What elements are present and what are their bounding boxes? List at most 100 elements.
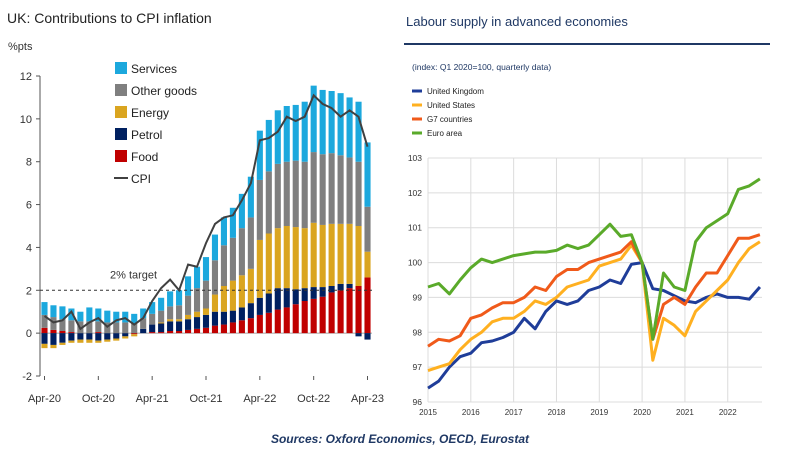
bar-energy	[77, 339, 84, 343]
bar-other-goods	[149, 313, 156, 325]
bar-services	[355, 101, 362, 162]
bar-other-goods	[274, 163, 281, 229]
cpi-contributions-chart: UK: Contributions to CPI inflation %pts …	[7, 10, 384, 405]
bar-food	[265, 312, 272, 334]
bar-services	[185, 276, 192, 296]
bar-petrol	[364, 333, 371, 340]
bar-petrol	[193, 317, 201, 329]
bar-services	[337, 93, 344, 156]
chart1-legend: Services Other goods Energy Petrol Food CPI	[114, 62, 197, 186]
bar-petrol	[59, 333, 66, 343]
bar-other-goods	[319, 154, 326, 225]
bar-energy	[50, 344, 57, 349]
bar-services	[364, 142, 371, 207]
bar-energy	[364, 251, 371, 278]
bar-food	[193, 328, 201, 334]
bar-petrol	[149, 324, 156, 333]
chart1-axes: -2 0 2 4 6 8 10 12 Apr-20 Oct-20 Apr-21 Oct-21 Apr-2…	[20, 71, 384, 405]
bar-petrol	[211, 311, 219, 326]
legend-swatch	[115, 150, 127, 162]
bar-energy	[229, 280, 236, 311]
chart1-ytick-label: 0	[26, 328, 32, 340]
bar-other-goods	[229, 237, 236, 281]
legend-label: Food	[131, 150, 158, 164]
bar-services	[131, 313, 138, 324]
chart1-bars	[41, 85, 371, 349]
chart2-xtick-label: 2017	[505, 408, 523, 417]
bar-energy	[202, 308, 210, 315]
chart2-ytick-label: 99	[413, 292, 423, 302]
legend-swatch	[115, 106, 127, 118]
bar-services	[149, 302, 156, 314]
bar-food	[364, 277, 371, 334]
bar-services	[292, 104, 299, 161]
chart2-xtick-label: 2018	[548, 408, 566, 417]
bar-energy	[95, 340, 102, 343]
bar-food	[202, 327, 210, 334]
bar-services	[41, 302, 48, 315]
chart2-ytick-label: 96	[413, 397, 423, 407]
chart1-xtick-label: Apr-22	[243, 393, 276, 405]
bar-services	[229, 207, 236, 238]
bar-energy	[185, 314, 192, 320]
bar-other-goods	[238, 228, 245, 276]
chart2-ytick-label: 97	[413, 362, 423, 372]
chart1-ytick-label: 8	[26, 157, 32, 169]
bar-food	[220, 324, 227, 334]
chart2-title: Labour supply in advanced economies	[406, 14, 628, 29]
bar-services	[328, 91, 335, 154]
bar-other-goods	[193, 288, 201, 312]
chart2-legend: United Kingdom United States G7 countries E…	[412, 87, 484, 138]
bar-energy	[104, 339, 111, 342]
bar-petrol	[68, 333, 75, 341]
bar-energy	[68, 340, 75, 343]
bar-services	[50, 305, 57, 318]
bar-energy	[176, 319, 183, 322]
chart2-xtick-label: 2020	[633, 408, 651, 417]
bar-food	[319, 296, 326, 334]
line-united-states	[427, 240, 761, 373]
bar-services	[140, 308, 147, 319]
bar-services	[86, 307, 93, 322]
bar-food	[238, 320, 245, 334]
bar-food	[274, 309, 281, 334]
bar-petrol	[113, 333, 120, 339]
bar-energy	[59, 342, 66, 345]
chart1-ytick-label: 2	[26, 285, 32, 297]
bar-petrol	[238, 307, 245, 321]
chart1-ytick-label: 6	[26, 200, 32, 212]
bar-other-goods	[86, 321, 93, 334]
bar-services	[167, 291, 174, 307]
bar-food	[229, 322, 236, 334]
bar-other-goods	[256, 179, 263, 240]
bar-energy	[131, 334, 138, 337]
bar-energy	[86, 339, 93, 343]
bar-energy	[41, 343, 48, 349]
bar-food	[149, 332, 156, 334]
bar-energy	[319, 224, 326, 288]
bar-energy	[193, 311, 201, 318]
cpi-line	[43, 93, 369, 331]
bar-services	[247, 176, 254, 218]
line-euro-area	[427, 177, 761, 341]
bar-services	[310, 85, 317, 153]
bar-petrol	[328, 286, 335, 293]
chart1-cpi-line	[43, 93, 369, 331]
bar-petrol	[256, 297, 263, 315]
bar-petrol	[265, 293, 272, 313]
legend-label: United Kingdom	[427, 87, 484, 96]
bar-services	[211, 234, 219, 261]
bar-services	[301, 101, 308, 162]
bar-petrol	[86, 333, 93, 340]
bar-petrol	[319, 287, 326, 297]
bar-energy	[247, 268, 254, 304]
bar-services	[77, 311, 84, 322]
chart2-subtitle: (index: Q1 2020=100, quarterly data)	[412, 62, 551, 72]
legend-label: United States	[427, 101, 475, 110]
bar-food	[176, 331, 183, 334]
bar-petrol	[337, 283, 344, 291]
bar-services	[256, 130, 263, 180]
bar-other-goods	[301, 161, 308, 229]
bar-other-goods	[176, 305, 183, 320]
bar-other-goods	[283, 161, 290, 226]
